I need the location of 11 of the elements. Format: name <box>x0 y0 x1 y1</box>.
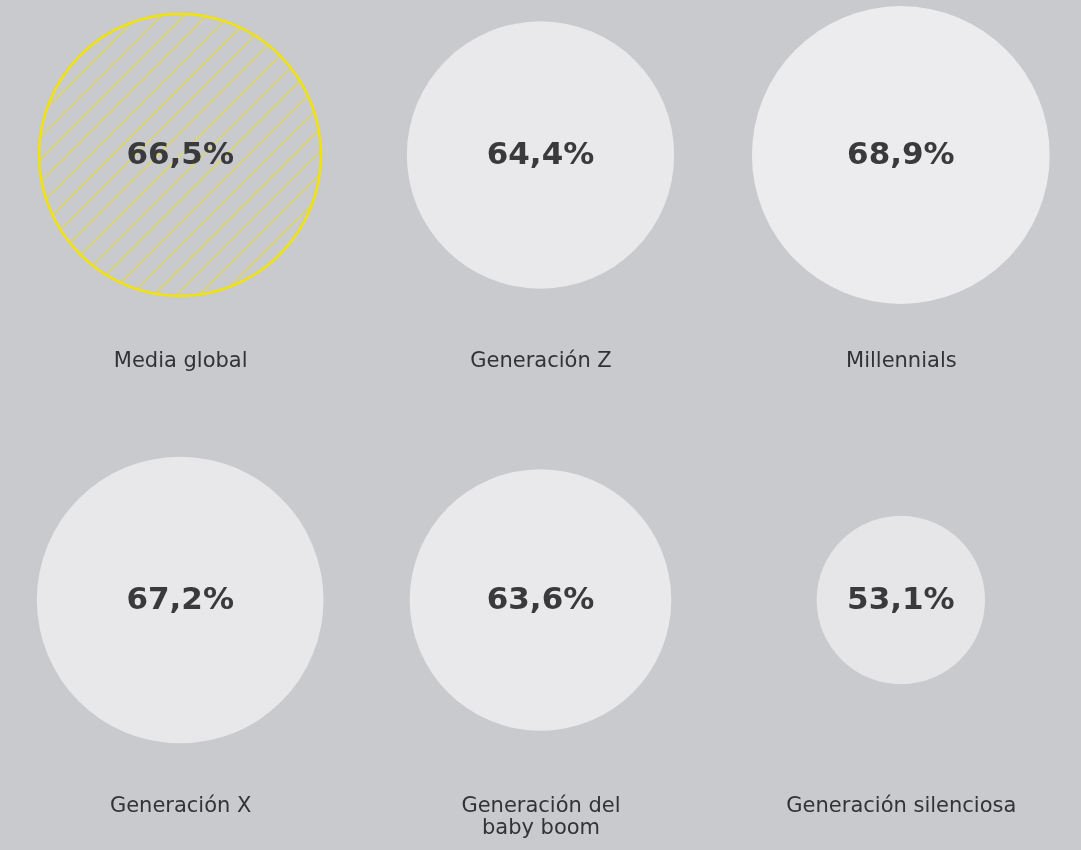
data-label: 68,9% <box>847 135 955 171</box>
data-label: 67,2% <box>126 580 234 616</box>
data-label: 53,1% <box>847 580 955 616</box>
category-label: Generación silenciosa <box>786 792 1017 817</box>
data-label: 63,6% <box>486 580 595 616</box>
category-label: Media global <box>113 347 248 372</box>
data-label: 64,4% <box>486 135 595 171</box>
category-label: Generación Z <box>470 347 612 372</box>
category-label: Generación X <box>109 792 252 817</box>
category-label: Millennials <box>846 347 957 372</box>
category-label: Generación del baby boom <box>461 792 621 839</box>
